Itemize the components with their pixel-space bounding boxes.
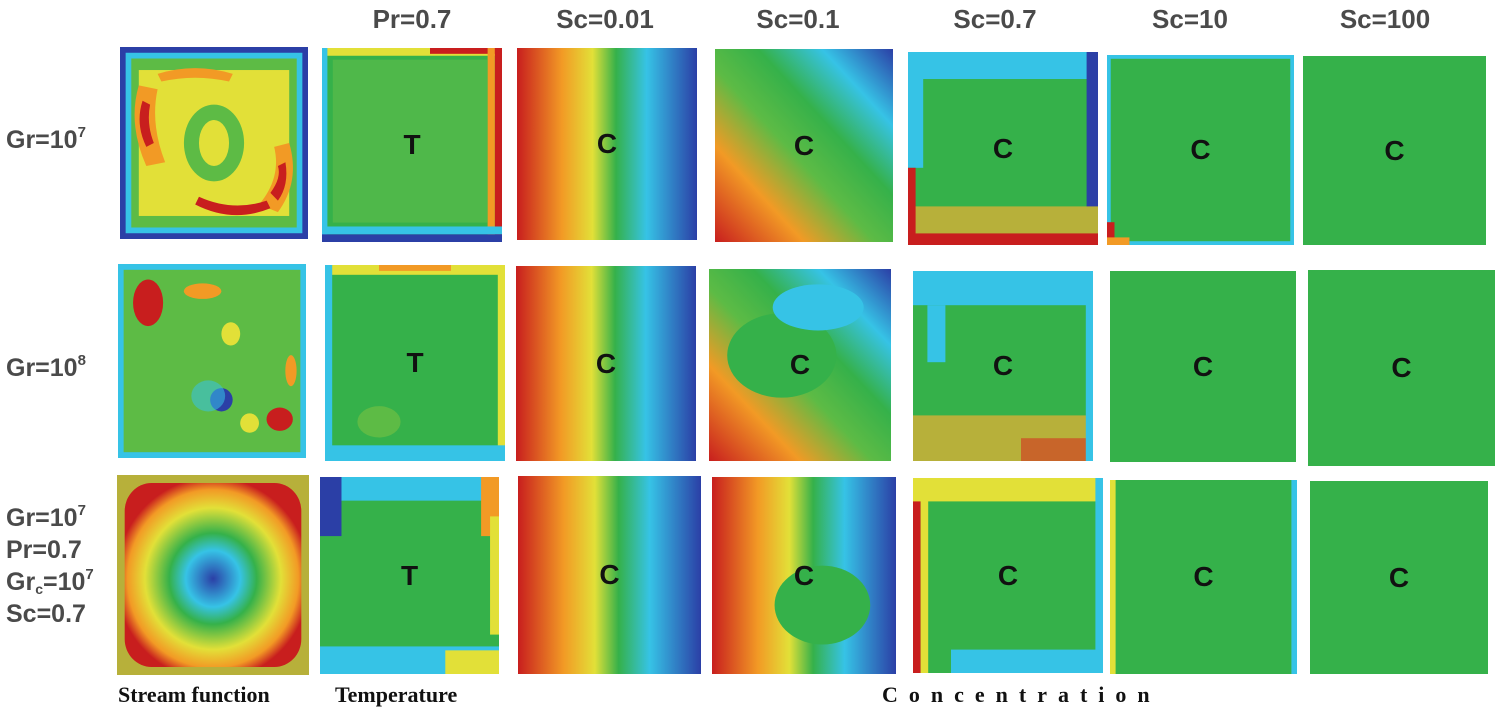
panel-r3-sc-0-7: C bbox=[913, 478, 1103, 673]
panel-r3-stream bbox=[117, 475, 309, 675]
panel-r1-temperature: T bbox=[322, 48, 502, 242]
panel-r3-sc-0-1-label: C bbox=[793, 559, 815, 591]
panel-r1-sc-10-label: C bbox=[1190, 134, 1211, 165]
panel-r3-sc-0-01: C bbox=[518, 476, 701, 674]
row1-exp: 7 bbox=[77, 124, 86, 141]
panel-r2-sc-0-01-label: C bbox=[595, 347, 617, 379]
row2-exp: 8 bbox=[77, 352, 86, 369]
row-label-gr-1e7: Gr=107 bbox=[6, 124, 86, 156]
panel-r1-temperature-label: T bbox=[403, 129, 421, 160]
panel-r2-sc-0-7: C bbox=[913, 271, 1093, 461]
panel-r1-sc-0-01-label: C bbox=[596, 128, 618, 159]
col-header-sc-0-7: Sc=0.7 bbox=[953, 4, 1037, 34]
panel-r2-sc-10-label: C bbox=[1192, 350, 1214, 382]
footer-temperature: Temperature bbox=[335, 682, 458, 707]
panel-r1-sc-100: C bbox=[1303, 56, 1486, 245]
col-header-sc-0-01: Sc=0.01 bbox=[556, 4, 654, 34]
row3-grc: Grc=107 bbox=[6, 566, 94, 597]
panel-r1-sc-10: C bbox=[1107, 55, 1294, 245]
panel-r1-sc-0-7-label: C bbox=[992, 132, 1014, 164]
panel-r1-sc-100-label: C bbox=[1384, 134, 1405, 166]
panel-r1-sc-0-7: C bbox=[908, 52, 1098, 245]
footer-concentration: Concentration bbox=[882, 682, 1161, 707]
row3-sc: Sc=0.7 bbox=[6, 600, 86, 628]
panel-r2-sc-10: C bbox=[1110, 271, 1296, 462]
panel-r2-sc-0-7-label: C bbox=[992, 350, 1014, 381]
row1-base: Gr=10 bbox=[6, 126, 78, 154]
panel-r1-sc-0-1-label: C bbox=[793, 129, 815, 161]
row2-base: Gr=10 bbox=[6, 354, 78, 382]
col-header-sc-100: Sc=100 bbox=[1339, 4, 1431, 34]
row3-gr: Gr=107 bbox=[6, 502, 86, 532]
panel-r3-sc-100-label: C bbox=[1388, 561, 1410, 593]
row-label-double-diffusive: Gr=107 Pr=0.7 Grc=107 Sc=0.7 bbox=[6, 502, 94, 630]
panel-r2-sc-100: C bbox=[1308, 270, 1495, 466]
panel-r2-sc-0-1-label: C bbox=[789, 349, 811, 380]
panel-r3-temperature-label: T bbox=[400, 559, 419, 591]
panel-r2-temperature: T bbox=[325, 265, 505, 461]
panel-r2-sc-100-label: C bbox=[1391, 352, 1412, 383]
panel-r3-sc-0-01-label: C bbox=[599, 559, 620, 590]
panel-r2-sc-0-01: C bbox=[516, 266, 696, 461]
panel-r3-sc-0-7-label: C bbox=[997, 559, 1019, 591]
row3-pr: Pr=0.7 bbox=[6, 536, 82, 564]
panel-r2-sc-0-1: C bbox=[709, 269, 891, 461]
row-label-gr-1e8: Gr=108 bbox=[6, 352, 86, 384]
panel-r3-sc-10: C bbox=[1110, 480, 1297, 674]
footer-stream-function: Stream function bbox=[118, 682, 270, 707]
panel-r2-temperature-label: T bbox=[406, 347, 424, 378]
panel-r3-sc-100: C bbox=[1310, 481, 1488, 674]
panel-r1-sc-0-1: C bbox=[715, 49, 893, 242]
panel-r1-sc-0-01: C bbox=[517, 48, 697, 240]
col-header-sc-10: Sc=10 bbox=[1152, 4, 1228, 34]
col-header-sc-0-1: Sc=0.1 bbox=[756, 4, 840, 34]
panel-r1-stream bbox=[120, 47, 308, 239]
panel-r2-stream bbox=[118, 264, 306, 458]
panel-r3-sc-10-label: C bbox=[1193, 561, 1214, 592]
panel-r3-sc-0-1: C bbox=[712, 477, 896, 674]
col-header-pr: Pr=0.7 bbox=[372, 4, 452, 34]
panel-r3-temperature: T bbox=[320, 477, 499, 674]
